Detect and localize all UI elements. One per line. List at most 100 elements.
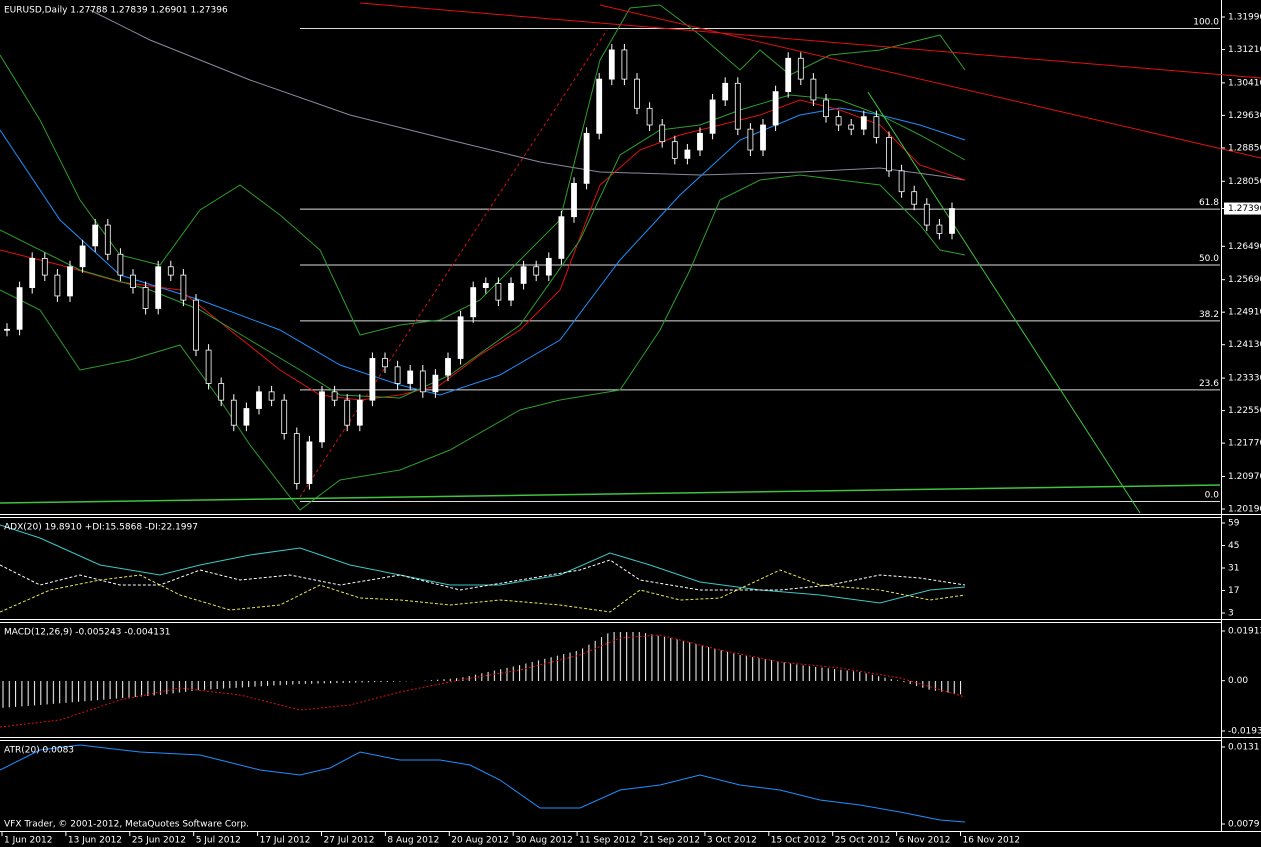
y-tick-label: 0.01913 [1228, 627, 1261, 637]
y-tick-label: 1.20190 [1228, 505, 1261, 515]
candle [4, 328, 10, 331]
candle [230, 399, 237, 426]
candle [457, 316, 464, 359]
x-tick-label: 20 Aug 2012 [451, 836, 509, 846]
candle [835, 116, 842, 126]
y-tick-label: 0.0131 [1228, 743, 1260, 753]
candle [356, 399, 363, 426]
candle [319, 391, 325, 443]
fib-label: 50.0 [1199, 254, 1219, 264]
candle [684, 149, 691, 159]
candle [797, 57, 804, 80]
y-tick-label: -0.01935 [1228, 727, 1261, 737]
candle [596, 78, 603, 134]
x-tick-label: 15 Oct 2012 [771, 836, 827, 846]
candle [243, 408, 250, 426]
x-tick-label: 3 Oct 2012 [707, 836, 757, 846]
x-tick-label: 8 Aug 2012 [387, 836, 439, 846]
candle [571, 182, 577, 218]
candle [923, 203, 930, 226]
candle [709, 99, 716, 134]
current-price-box [1224, 202, 1261, 215]
y-tick-label: 0.00 [1228, 676, 1248, 686]
candle [898, 170, 905, 193]
candle [482, 283, 489, 289]
candle [117, 253, 124, 276]
fib-label: 100.0 [1193, 18, 1219, 28]
y-tick-label: 1.24910 [1228, 308, 1261, 318]
y-tick-label: 1.22550 [1228, 406, 1261, 416]
y-tick-label: 1.28050 [1228, 177, 1261, 187]
x-tick-label: 21 Sep 2012 [643, 836, 700, 846]
y-tick-label: 1.24130 [1228, 340, 1261, 350]
macd-title: MACD(12,26,9) -0.005243 -0.004131 [4, 628, 170, 638]
axes: 1.31990 1.31210 1.30410 1.29630 1.28850 1.280… [1, 13, 1261, 846]
candle [621, 49, 628, 80]
candle [369, 358, 376, 401]
candle [860, 116, 867, 130]
candle [533, 266, 540, 276]
candle [92, 224, 99, 247]
candle [432, 374, 439, 393]
x-tick-label: 5 Jul 2012 [196, 836, 241, 846]
candle [54, 274, 61, 297]
x-tick-label: 6 Nov 2012 [899, 836, 951, 846]
candle [281, 399, 288, 434]
atr-title: ATR(20) 0.0083 [4, 746, 74, 756]
fib-label: 23.6 [1199, 379, 1219, 389]
y-tick-label: 1.26490 [1228, 242, 1261, 252]
x-tick-label: 25 Jun 2012 [132, 836, 186, 846]
x-tick-label: 27 Jul 2012 [324, 836, 375, 846]
candle [886, 137, 892, 172]
candle [293, 433, 300, 484]
macd-lines [0, 632, 966, 728]
candle [67, 266, 73, 297]
candle [218, 383, 225, 401]
candle [873, 116, 880, 138]
candle [583, 132, 590, 184]
candle [104, 224, 111, 255]
footer: VFX Trader, © 2001-2012, MetaQuotes Soft… [4, 820, 249, 830]
x-tick-label: 11 Sep 2012 [579, 836, 636, 846]
candle [760, 124, 766, 151]
y-tick-label: 17 [1228, 586, 1239, 596]
candle [949, 208, 955, 234]
candle [394, 366, 401, 384]
y-tick-label: 3 [1228, 609, 1234, 619]
candle [722, 82, 729, 101]
fib-label: 38.2 [1199, 310, 1219, 320]
candle [936, 224, 943, 234]
x-tick-label: 16 Nov 2012 [963, 836, 1021, 846]
candle [734, 82, 741, 130]
candle [382, 358, 388, 368]
candle [407, 370, 414, 384]
candle [306, 441, 313, 484]
y-tick-label: 31 [1228, 564, 1239, 574]
x-tick-label: 1 Jun 2012 [4, 836, 52, 846]
y-tick-label: 1.21770 [1228, 439, 1261, 449]
candle [495, 283, 502, 301]
candle [167, 266, 174, 276]
candle [344, 399, 351, 426]
y-tick-label: 1.28850 [1228, 143, 1261, 153]
fib-label: 61.8 [1199, 198, 1219, 208]
candle [205, 349, 212, 384]
y-tick-label: 1.25690 [1228, 275, 1261, 285]
candle [634, 78, 640, 109]
candle [646, 107, 653, 126]
candle [671, 141, 678, 159]
y-tick-label: 0.0079 [1228, 820, 1260, 830]
candle [130, 274, 136, 288]
candle [268, 391, 275, 401]
x-tick-label: 13 Jun 2012 [68, 836, 122, 846]
candle [520, 266, 527, 284]
candle [545, 258, 552, 276]
price-overlays [0, 2, 1261, 514]
y-tick-label: 1.29630 [1228, 111, 1261, 121]
candle [558, 216, 565, 259]
candle [180, 274, 187, 301]
candle [823, 99, 829, 118]
